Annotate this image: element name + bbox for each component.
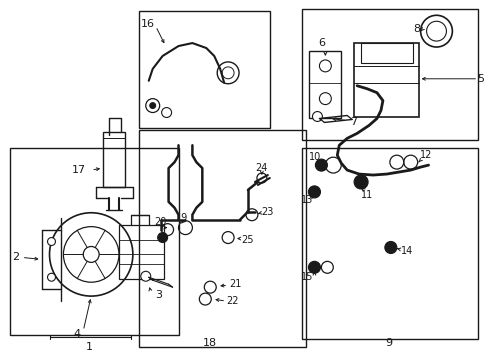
Circle shape xyxy=(308,261,320,273)
Bar xyxy=(360,43,412,63)
Text: 15: 15 xyxy=(301,272,313,282)
Text: 22: 22 xyxy=(225,296,238,306)
Circle shape xyxy=(47,238,55,246)
Text: 19: 19 xyxy=(176,213,188,223)
Circle shape xyxy=(47,273,55,281)
Text: 2: 2 xyxy=(12,252,20,262)
Text: 10: 10 xyxy=(309,152,321,162)
Text: 18: 18 xyxy=(203,338,217,348)
Text: 21: 21 xyxy=(228,279,241,289)
Text: 5: 5 xyxy=(477,74,484,84)
Text: 7: 7 xyxy=(350,117,357,127)
Circle shape xyxy=(149,103,155,109)
Text: 11: 11 xyxy=(360,190,372,200)
Bar xyxy=(139,130,305,347)
Text: 17: 17 xyxy=(72,165,86,175)
Circle shape xyxy=(204,281,216,293)
Circle shape xyxy=(308,186,320,198)
Bar xyxy=(139,11,269,129)
Circle shape xyxy=(384,242,396,253)
Bar xyxy=(353,43,418,117)
Text: 4: 4 xyxy=(74,329,81,339)
Circle shape xyxy=(157,233,167,243)
Bar xyxy=(119,225,163,279)
Text: 20: 20 xyxy=(154,217,166,227)
Circle shape xyxy=(353,175,367,189)
Bar xyxy=(309,51,341,118)
Bar xyxy=(301,148,477,339)
Text: 13: 13 xyxy=(301,195,313,205)
Circle shape xyxy=(315,159,326,171)
Text: 1: 1 xyxy=(85,342,93,352)
Text: 12: 12 xyxy=(420,150,432,160)
Circle shape xyxy=(312,112,322,121)
Text: 14: 14 xyxy=(400,247,412,256)
Text: 9: 9 xyxy=(385,338,392,348)
Text: 16: 16 xyxy=(141,19,154,29)
Text: 24: 24 xyxy=(255,163,267,173)
Text: 6: 6 xyxy=(317,38,324,48)
Bar xyxy=(103,132,124,187)
Text: 3: 3 xyxy=(155,290,162,300)
Bar xyxy=(301,9,477,140)
Circle shape xyxy=(141,271,150,281)
Text: 23: 23 xyxy=(261,207,273,217)
Bar xyxy=(10,148,178,335)
Text: 8: 8 xyxy=(412,24,419,34)
Text: 25: 25 xyxy=(241,234,254,244)
